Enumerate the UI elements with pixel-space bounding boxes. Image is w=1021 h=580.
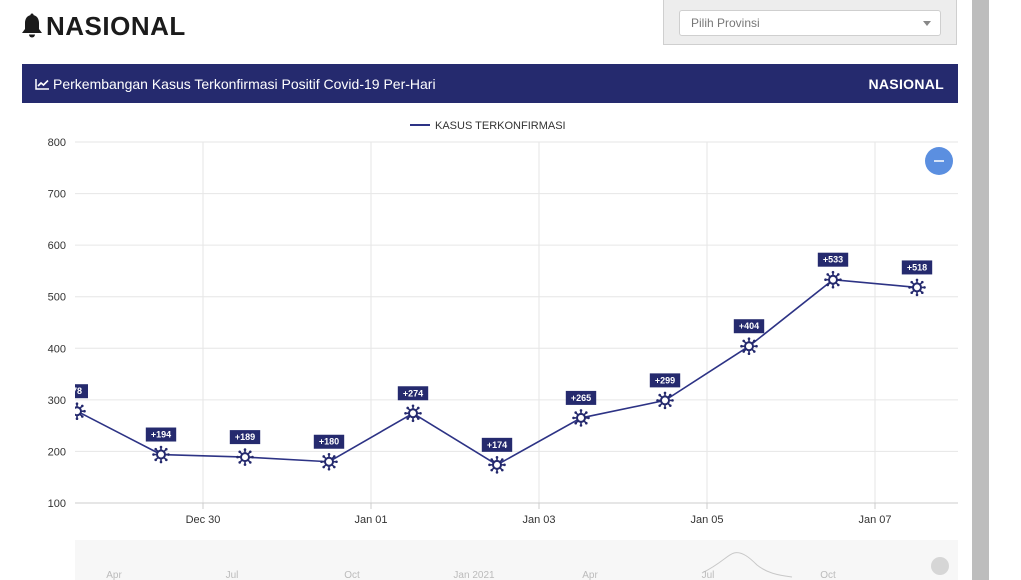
x-tick-label: Jan 05 [690, 514, 723, 526]
chart-legend[interactable]: KASUS TERKONFIRMASI [410, 120, 566, 132]
data-label-text: +299 [655, 375, 675, 385]
data-label-text: +174 [487, 440, 507, 450]
data-label: +189 [229, 430, 261, 445]
data-label-box [817, 252, 849, 267]
data-point-virus-icon[interactable] [235, 447, 255, 467]
province-placeholder: Pilih Provinsi [691, 16, 760, 30]
chevron-down-icon [923, 21, 931, 26]
data-label: +180 [313, 434, 345, 449]
navigator-label: Jan 2021 [453, 570, 495, 580]
data-point-virus-icon[interactable] [68, 401, 87, 422]
chart-panel: 100 200 300 400 500 600 700 800 Dec 30 Jan 01 Jan… [22, 103, 958, 580]
y-tick-label: 100 [48, 498, 66, 510]
data-label-box [733, 319, 765, 334]
data-label: +174 [481, 437, 513, 452]
x-tick-label: Jan 01 [354, 514, 387, 526]
data-label-box [565, 390, 597, 405]
province-filter: Pilih Provinsi [663, 0, 957, 45]
line-chart-icon [35, 78, 50, 90]
data-point-virus-icon[interactable] [571, 408, 591, 428]
y-tick-label: 700 [48, 189, 66, 201]
data-point-virus-icon[interactable] [907, 277, 927, 298]
cases-line-chart: 100 200 300 400 500 600 700 800 Dec 30 Jan 01 Jan… [48, 120, 958, 580]
navigator-label: Jul [226, 570, 239, 580]
y-tick-label: 600 [48, 240, 66, 252]
y-tick-label: 300 [48, 395, 66, 407]
legend-item: KASUS TERKONFIRMASI [435, 120, 566, 132]
chart-grid [75, 141, 958, 504]
page-title-text: NASIONAL [46, 10, 186, 41]
data-label-text: +180 [319, 437, 339, 447]
data-label-text: +533 [823, 255, 843, 265]
data-label: +194 [145, 427, 177, 442]
y-tick-label: 200 [48, 446, 66, 458]
data-label: +265 [565, 390, 597, 405]
navigator-label: Apr [106, 570, 122, 580]
page-title: NASIONAL [20, 8, 186, 44]
data-label-text: +274 [403, 388, 423, 398]
zoom-reset-button[interactable] [925, 147, 953, 175]
y-tick-label: 800 [48, 137, 66, 149]
navigator-label: Jul [702, 570, 715, 580]
data-label-box [313, 434, 345, 449]
x-axis: Dec 30 Jan 01 Jan 03 Jan 05 Jan 07 [75, 502, 958, 526]
data-label: +533 [817, 252, 849, 267]
province-select[interactable]: Pilih Provinsi [679, 10, 941, 36]
data-point-virus-icon[interactable] [403, 403, 423, 424]
data-point-virus-icon[interactable] [487, 455, 507, 475]
data-label: +299 [649, 373, 681, 388]
data-label: +518 [901, 260, 933, 275]
scrollbar[interactable] [972, 0, 989, 580]
data-label-text: +189 [235, 432, 255, 442]
y-tick-label: 400 [48, 343, 66, 355]
data-label: 78 [72, 384, 88, 399]
data-label-text: +518 [907, 262, 927, 272]
x-tick-label: Jan 03 [522, 514, 555, 526]
navigator-label: Oct [344, 570, 360, 580]
data-label-box [75, 384, 88, 399]
panel-region: NASIONAL [868, 75, 944, 92]
x-tick-label: Jan 07 [858, 514, 891, 526]
data-label-text: +404 [739, 321, 759, 331]
data-point-virus-icon[interactable] [151, 444, 171, 465]
panel-header: Perkembangan Kasus Terkonfirmasi Positif… [22, 64, 958, 103]
panel-title: Perkembangan Kasus Terkonfirmasi Positif… [53, 75, 436, 92]
navigator-label: Oct [820, 570, 836, 580]
data-label-box [145, 427, 177, 442]
data-label-box [901, 260, 933, 275]
y-tick-label: 500 [48, 292, 66, 304]
data-label-box [649, 373, 681, 388]
data-label: +274 [397, 386, 429, 401]
x-tick-label: Dec 30 [186, 514, 221, 526]
data-label-text: +194 [151, 430, 171, 440]
data-point-virus-icon[interactable] [655, 390, 675, 411]
data-label-box [481, 437, 513, 452]
data-point-virus-icon[interactable] [319, 451, 339, 472]
data-label-box [229, 430, 261, 445]
y-axis: 100 200 300 400 500 600 700 800 [48, 137, 66, 510]
bell-icon [20, 13, 44, 39]
range-navigator[interactable]: Apr Jul Oct Jan 2021 Apr Jul Oct [75, 540, 958, 580]
data-label-box [397, 386, 429, 401]
data-label-text: +265 [571, 393, 591, 403]
data-point-virus-icon[interactable] [739, 336, 759, 357]
data-label-text: 78 [72, 386, 82, 396]
data-label: +404 [733, 319, 765, 334]
data-point-virus-icon[interactable] [823, 269, 843, 290]
navigator-handle[interactable] [931, 557, 949, 575]
navigator-label: Apr [582, 570, 598, 580]
